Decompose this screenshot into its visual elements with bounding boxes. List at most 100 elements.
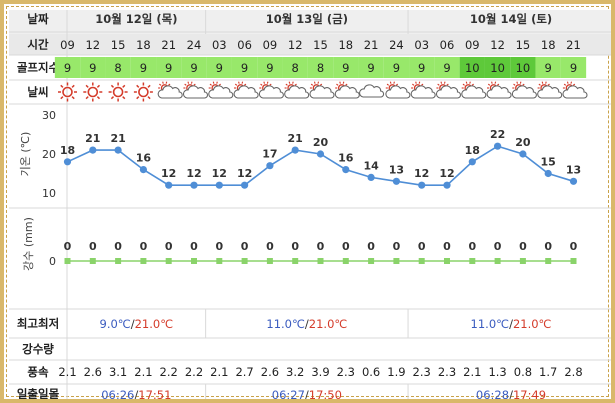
- rain-point: [191, 258, 197, 264]
- temp-data-label: 20: [515, 136, 531, 149]
- hour-cell: 21: [161, 38, 176, 52]
- temp-point: [215, 181, 223, 189]
- wind-cell: 2.8: [564, 365, 582, 379]
- temp-data-label: 14: [363, 159, 379, 172]
- wind-cell: 1.3: [488, 365, 506, 379]
- rain-point: [216, 258, 223, 264]
- sun-times-2: 06:28/17:49: [476, 388, 546, 402]
- sunrise-time: 06:27: [272, 388, 305, 402]
- temp-data-label: 16: [136, 152, 152, 165]
- wind-cell: 2.1: [134, 365, 152, 379]
- hour-cell: 15: [516, 38, 531, 52]
- golf-index-cell-bg: [282, 57, 308, 78]
- sun-icon: [133, 82, 153, 102]
- rain-y-tick: 0: [49, 255, 56, 268]
- cloud-icon: [359, 84, 385, 98]
- golf-index-value: 9: [64, 61, 71, 75]
- hour-cell: 18: [136, 38, 151, 52]
- golf-index-cell-bg: [333, 57, 359, 78]
- golf-index-cell-bg: [409, 57, 435, 78]
- row-label-weather: 날씨: [27, 85, 48, 99]
- temp-y-tick: 10: [42, 187, 56, 200]
- temp-data-label: 12: [186, 167, 201, 180]
- golf-index-value: 10: [465, 61, 480, 75]
- temp-data-label: 12: [212, 167, 227, 180]
- row-label-sun: 일출일몰: [17, 387, 60, 401]
- temp-data-label: 12: [439, 167, 454, 180]
- golf-index-value: 8: [317, 61, 324, 75]
- temp-point: [63, 158, 72, 166]
- sun-cloud-icon: [157, 81, 183, 99]
- rain-point: [292, 258, 299, 264]
- rain-data-label: 0: [544, 240, 552, 253]
- rain-point: [89, 258, 96, 264]
- sun-slash: /: [134, 388, 138, 402]
- rain-data-label: 0: [342, 240, 350, 253]
- sun-cloud-icon: [486, 81, 512, 99]
- hour-cell: 12: [288, 38, 303, 52]
- sun-cloud-icon: [562, 81, 588, 99]
- rain-point: [317, 258, 324, 264]
- golf-index-value: 10: [490, 61, 505, 75]
- hour-cell: 12: [490, 38, 505, 52]
- sunrise-time: 06:28: [476, 388, 509, 402]
- minmax-value-1: 11.0℃/21.0℃: [266, 317, 347, 331]
- rain-data-label: 0: [215, 240, 223, 253]
- row-label-golf-index: 골프지수: [17, 61, 60, 75]
- hour-cell: 09: [465, 38, 480, 52]
- sun-cloud-icon: [334, 81, 360, 99]
- temp-data-label: 18: [60, 144, 75, 157]
- hour-cell: 06: [440, 38, 455, 52]
- golf-index-cell-bg: [54, 57, 81, 78]
- wind-cell: 2.3: [337, 365, 355, 379]
- sun-cloud-icon: [208, 81, 234, 99]
- golf-index-cell-bg: [560, 57, 587, 78]
- temp-data-label: 17: [262, 148, 277, 161]
- temp-data-label: 16: [338, 152, 354, 165]
- golf-index-cell-bg: [130, 57, 157, 78]
- wind-cell: 2.7: [235, 365, 253, 379]
- temp-data-label: 15: [541, 156, 556, 169]
- max-temp: 21.0℃: [513, 317, 552, 331]
- wind-cell: 2.6: [84, 365, 102, 379]
- temp-data-label: 12: [237, 167, 252, 180]
- golf-index-cell-bg: [358, 57, 384, 78]
- golf-index-cell-bg: [231, 57, 258, 78]
- hour-cell: 06: [237, 38, 252, 52]
- hour-cell: 09: [263, 38, 278, 52]
- hour-cell: 18: [338, 38, 353, 52]
- golf-index-value: 8: [292, 61, 299, 75]
- golf-index-value: 9: [165, 61, 172, 75]
- rain-data-label: 0: [64, 240, 72, 253]
- temp-data-label: 18: [465, 144, 480, 157]
- golf-index-cell-bg: [105, 57, 131, 78]
- temp-data-label: 13: [566, 163, 581, 176]
- rain-point: [570, 258, 577, 264]
- temp-point: [392, 177, 400, 185]
- hour-cell: 21: [364, 38, 379, 52]
- golf-index-value: 10: [516, 61, 531, 75]
- temp-point: [139, 166, 147, 174]
- row-label-date: 날짜: [27, 12, 49, 26]
- golf-index-value: 9: [367, 61, 374, 75]
- date-header-2: 10월 14일 (토): [470, 12, 552, 26]
- sun-slash: /: [509, 388, 513, 402]
- row-label-time: 시간: [27, 38, 49, 52]
- sun-cloud-icon: [511, 81, 537, 99]
- rain-data-label: 0: [114, 240, 122, 253]
- sun-cloud-icon: [182, 81, 208, 99]
- golf-index-cell-bg: [206, 57, 232, 78]
- rain-data-label: 0: [241, 240, 249, 253]
- row-label-wind: 풍속: [27, 365, 49, 379]
- hour-cell: 15: [313, 38, 328, 52]
- temp-data-label: 12: [414, 167, 429, 180]
- golf-index-value: 9: [190, 61, 197, 75]
- wind-cell: 3.9: [311, 365, 329, 379]
- rain-point: [444, 258, 450, 264]
- rain-data-label: 0: [190, 240, 198, 253]
- golf-index-cell-bg: [383, 57, 410, 78]
- hour-cell: 15: [111, 38, 126, 52]
- wind-cell: 2.6: [261, 365, 279, 379]
